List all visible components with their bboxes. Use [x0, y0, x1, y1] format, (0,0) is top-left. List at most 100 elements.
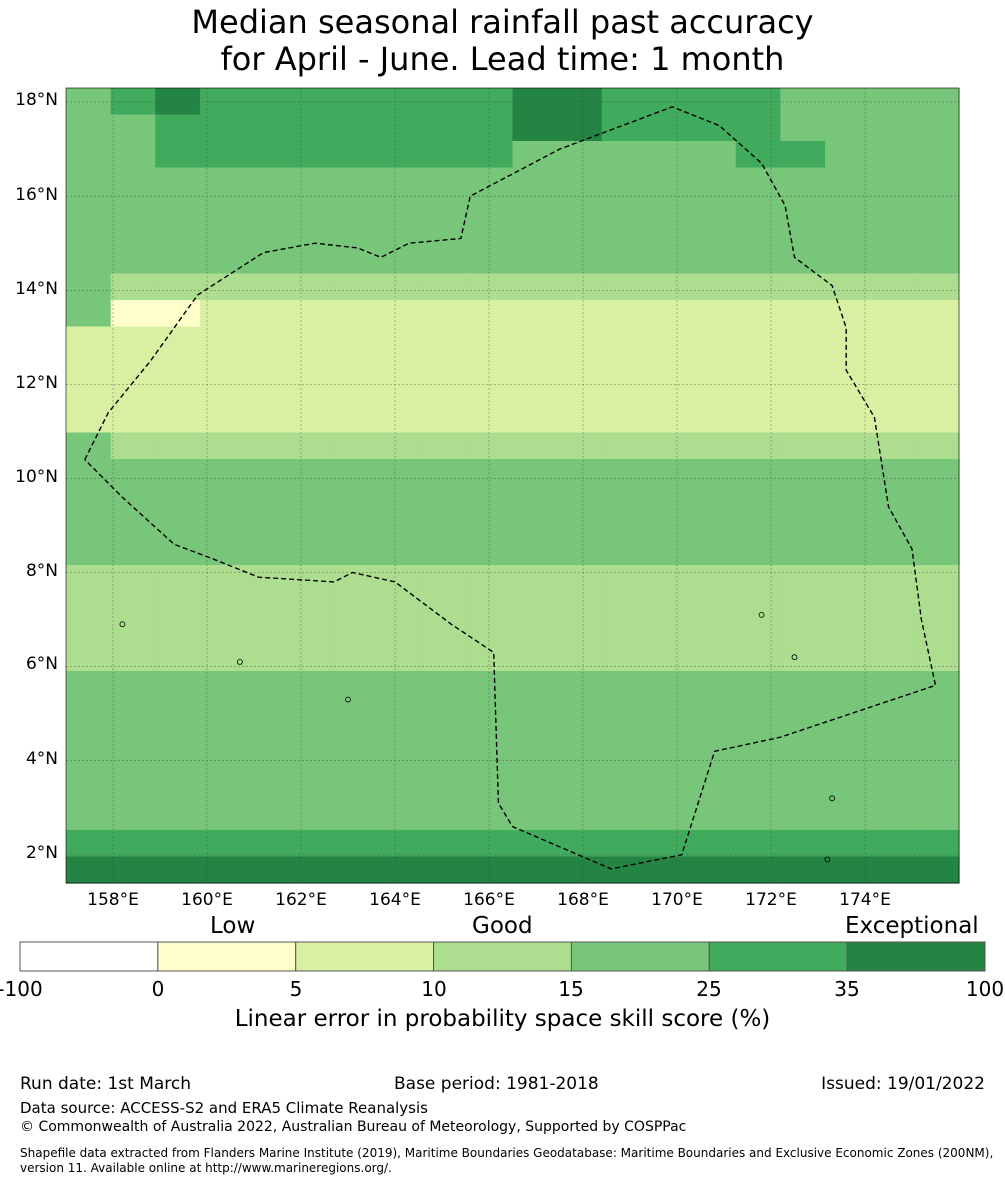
heatmap-cell	[199, 724, 246, 752]
heatmap-cell	[914, 485, 960, 513]
heatmap-cell	[914, 618, 960, 646]
heatmap-cell	[244, 697, 290, 725]
island-outline	[824, 856, 831, 863]
heatmap-cell	[914, 512, 960, 540]
heatmap-cell	[869, 300, 915, 328]
lon-label: 164°E	[369, 890, 421, 910]
heatmap-cell	[646, 326, 692, 354]
heatmap-cell	[244, 432, 290, 460]
heatmap-cell	[780, 406, 826, 434]
heatmap-cell	[244, 671, 290, 699]
heatmap-cell	[289, 167, 335, 195]
colorbar-swatch	[570, 941, 710, 972]
heatmap-cell	[691, 326, 737, 354]
heatmap-cell	[735, 326, 781, 354]
heatmap-cell	[467, 406, 514, 434]
heatmap-cell	[780, 644, 826, 672]
heatmap-cell	[825, 538, 871, 566]
heatmap-cell	[155, 565, 201, 593]
heatmap-cell	[557, 724, 603, 752]
heatmap-cell	[557, 114, 603, 142]
heatmap-cell	[289, 406, 335, 434]
heatmap-cell	[780, 565, 826, 593]
heatmap-cell	[646, 538, 692, 566]
heatmap-cell	[378, 724, 424, 752]
colorbar-tick: 10	[421, 977, 447, 1001]
heatmap-cell	[155, 353, 201, 381]
shapefile-credit: Shapefile data extracted from Flanders M…	[20, 1146, 994, 1175]
heatmap-cell	[110, 538, 156, 566]
heatmap-cell	[423, 379, 469, 407]
heatmap-cell	[333, 194, 380, 222]
heatmap-cell	[512, 512, 558, 540]
heatmap-cell	[289, 777, 335, 805]
heatmap-cell	[467, 167, 514, 195]
heatmap-cell	[199, 538, 246, 566]
heatmap-cell	[780, 618, 826, 646]
heatmap-cell	[378, 273, 424, 301]
lat-label: 8°N	[25, 561, 58, 581]
heatmap-cell	[780, 167, 826, 195]
heatmap-cell	[512, 194, 558, 222]
heatmap-cell	[825, 777, 871, 805]
heatmap-cell	[825, 512, 871, 540]
heatmap-cell	[869, 644, 915, 672]
heatmap-cell	[423, 803, 469, 831]
heatmap-cell	[199, 777, 246, 805]
heatmap-cell	[378, 406, 424, 434]
heatmap-cell	[646, 353, 692, 381]
heatmap-cell	[110, 432, 156, 460]
heatmap-cell	[601, 432, 648, 460]
legend-category-low: Low	[210, 913, 256, 939]
heatmap-cell	[691, 803, 737, 831]
heatmap-cell	[601, 194, 648, 222]
heatmap-cell	[333, 538, 380, 566]
heatmap-cell	[66, 750, 112, 778]
heatmap-cell	[378, 432, 424, 460]
heatmap-cell	[289, 856, 335, 884]
heatmap-cell	[66, 644, 112, 672]
heatmap-cell	[244, 194, 290, 222]
heatmap-cell	[512, 167, 558, 195]
heatmap-cell	[646, 512, 692, 540]
heatmap-cell	[423, 220, 469, 248]
heatmap-cell	[825, 485, 871, 513]
heatmap-cell	[110, 300, 156, 328]
heatmap-cell	[691, 591, 737, 619]
heatmap-cell	[155, 750, 201, 778]
heatmap-cell	[512, 777, 558, 805]
heatmap-cell	[199, 167, 246, 195]
heatmap-cell	[199, 485, 246, 513]
heatmap-cell	[333, 379, 380, 407]
heatmap-cell	[333, 591, 380, 619]
heatmap-cell	[289, 141, 335, 169]
heatmap-cell	[601, 300, 648, 328]
lon-label: 160°E	[181, 890, 233, 910]
heatmap-cell	[825, 273, 871, 301]
lon-label: 166°E	[463, 890, 515, 910]
heatmap-cell	[825, 432, 871, 460]
heatmap-cell	[467, 459, 514, 487]
heatmap-cell	[557, 671, 603, 699]
heatmap-cell	[780, 300, 826, 328]
heatmap-cell	[914, 353, 960, 381]
issued-date: Issued: 19/01/2022	[821, 1074, 985, 1094]
heatmap-cell	[557, 830, 603, 858]
heatmap-cell	[914, 247, 960, 275]
colorbar-swatch	[708, 941, 848, 972]
heatmap-cell	[467, 247, 514, 275]
heatmap-cell	[66, 485, 112, 513]
heatmap-cell	[66, 167, 112, 195]
heatmap-cell	[780, 194, 826, 222]
heatmap-cell	[199, 644, 246, 672]
heatmap-cell	[691, 220, 737, 248]
heatmap-cell	[244, 273, 290, 301]
heatmap-cell	[155, 247, 201, 275]
heatmap-cell	[244, 750, 290, 778]
heatmap-cell	[646, 114, 692, 142]
heatmap-cell	[378, 459, 424, 487]
heatmap-cell	[244, 485, 290, 513]
heatmap-cell	[333, 167, 380, 195]
heatmap-cell	[289, 379, 335, 407]
